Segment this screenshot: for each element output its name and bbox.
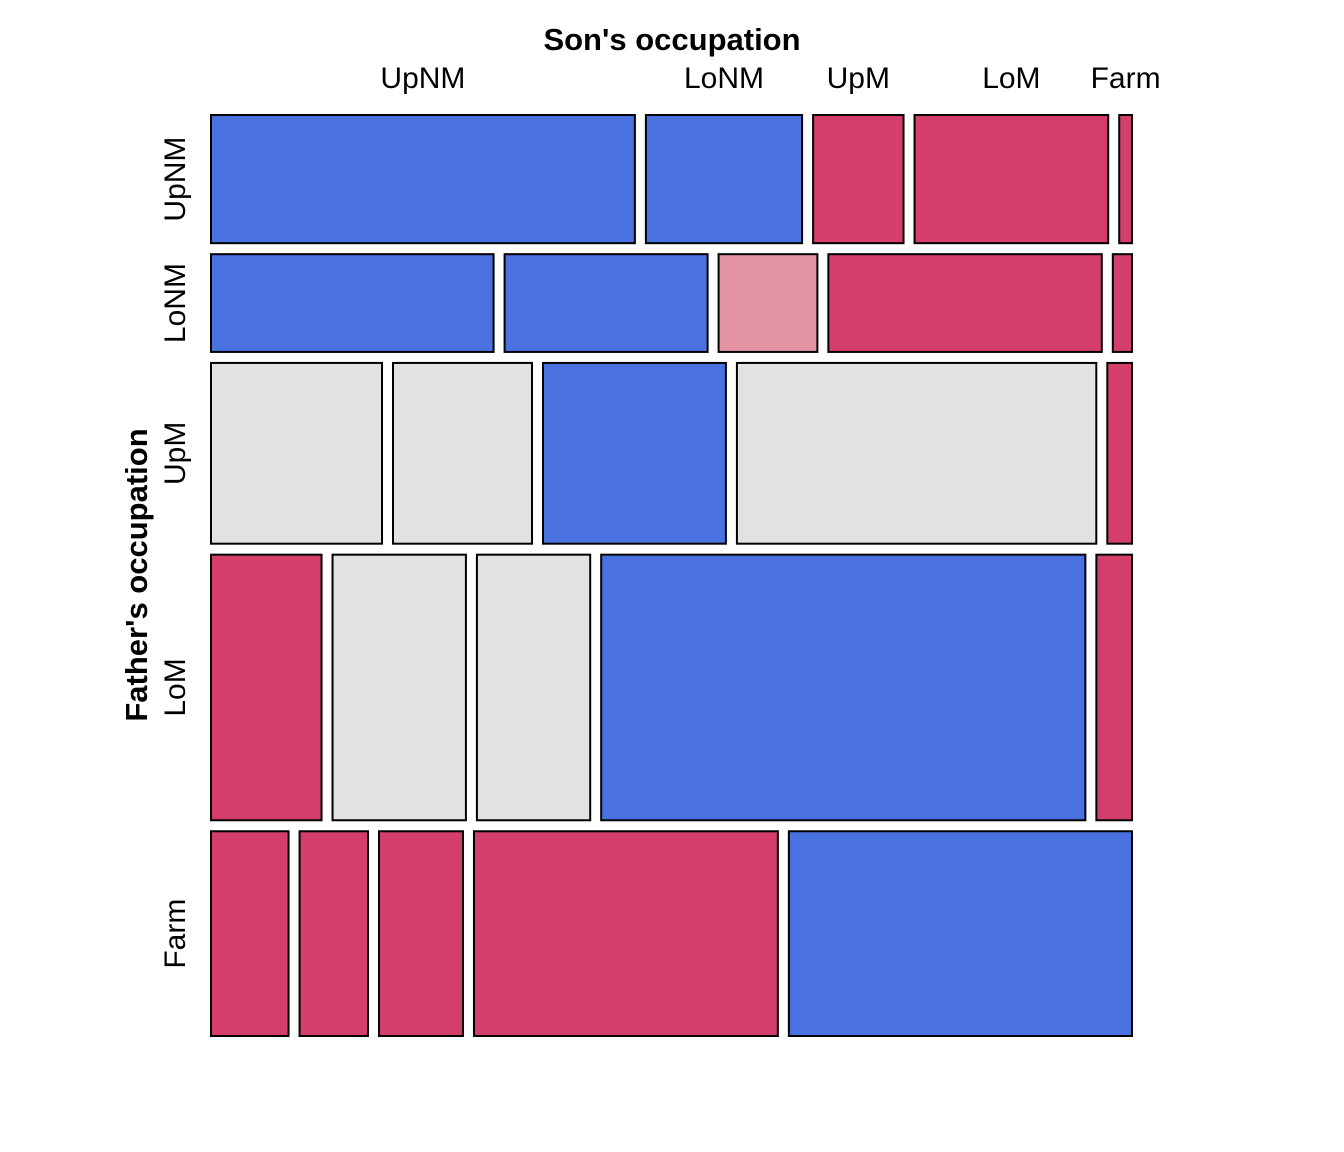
y-tick-label: LoM — [159, 658, 192, 716]
y-axis-title: Father's occupation — [119, 428, 154, 721]
tile-father-farm-son-upm — [378, 830, 464, 1038]
x-tick-label: LoNM — [684, 62, 764, 95]
tile-father-lom-son-upm — [475, 553, 592, 822]
tile-father-upm-son-lonm — [392, 361, 534, 545]
tile-father-lom-son-farm — [1095, 553, 1133, 822]
tile-father-lonm-son-lonm — [503, 253, 709, 353]
tile-father-upnm-son-farm — [1118, 114, 1133, 245]
tile-father-farm-son-lonm — [298, 830, 370, 1038]
y-tick-labels: UpNM LoNM UpM LoM Farm — [159, 137, 192, 969]
tile-father-lonm-son-upm — [717, 253, 819, 353]
tile-father-lom-son-lom — [600, 553, 1087, 822]
tile-father-farm-son-farm — [787, 830, 1133, 1038]
y-tick-label: UpM — [159, 422, 192, 485]
x-tick-label: LoM — [982, 62, 1040, 95]
tile-father-lonm-son-farm — [1111, 253, 1134, 353]
mosaic-tiles — [210, 114, 1134, 1038]
tile-father-farm-son-upnm — [210, 830, 290, 1038]
tile-father-upnm-son-upm — [812, 114, 905, 245]
x-tick-label: Farm — [1091, 62, 1161, 95]
y-tick-label: UpNM — [159, 137, 192, 222]
tile-father-upm-son-upnm — [210, 361, 384, 545]
tile-father-upm-son-lom — [735, 361, 1098, 545]
tile-father-upnm-son-lom — [913, 114, 1110, 245]
y-tick-label: LoNM — [159, 263, 192, 343]
x-tick-labels: UpNM LoNM UpM LoM Farm — [380, 62, 1160, 95]
tile-father-lom-son-upnm — [210, 553, 323, 822]
x-tick-label: UpM — [827, 62, 890, 95]
tile-father-lom-son-lonm — [331, 553, 467, 822]
y-tick-label: Farm — [159, 899, 192, 969]
tile-father-lonm-son-lom — [827, 253, 1103, 353]
tile-father-upm-son-farm — [1106, 361, 1134, 545]
tile-father-upnm-son-upnm — [210, 114, 636, 245]
x-axis-title: Son's occupation — [543, 22, 800, 57]
tile-father-upm-son-upm — [542, 361, 727, 545]
tile-father-upnm-son-lonm — [644, 114, 804, 245]
tile-father-farm-son-lom — [472, 830, 779, 1038]
tile-father-lonm-son-upnm — [210, 253, 495, 353]
x-tick-label: UpNM — [380, 62, 465, 95]
